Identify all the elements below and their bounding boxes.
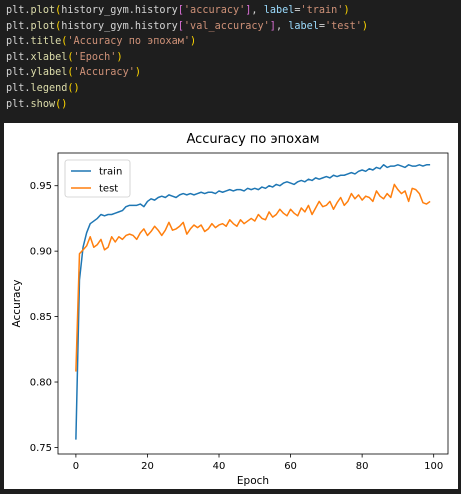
code-token: history bbox=[134, 20, 178, 32]
y-tick-label: 0.95 bbox=[30, 181, 52, 192]
code-token: , bbox=[275, 20, 289, 32]
code-token: history_gym bbox=[61, 20, 129, 32]
x-tick-label: 100 bbox=[424, 461, 443, 472]
code-token: label bbox=[288, 20, 319, 32]
code-line: plt.xlabel('Epoch') bbox=[6, 50, 461, 66]
code-token: 'train' bbox=[300, 5, 344, 16]
code-token: plt bbox=[6, 36, 25, 48]
code-token: 'Accuracy по эпохам' bbox=[67, 36, 191, 48]
code-token: . bbox=[24, 67, 31, 79]
code-token: plot bbox=[30, 5, 56, 16]
code-token: ( bbox=[67, 82, 74, 94]
code-token: history_gym bbox=[61, 5, 129, 16]
code-token: ( bbox=[55, 98, 62, 110]
code-token: . bbox=[24, 82, 31, 94]
code-token: plot bbox=[30, 20, 56, 32]
x-tick-label: 60 bbox=[284, 461, 297, 472]
code-token: . bbox=[24, 5, 31, 16]
code-token: history bbox=[134, 5, 178, 16]
code-line: plt.legend() bbox=[6, 81, 461, 97]
code-token: ( bbox=[55, 20, 62, 32]
code-token: ylabel bbox=[30, 67, 68, 79]
code-token: ( bbox=[67, 51, 74, 63]
code-token: . bbox=[24, 51, 31, 63]
code-token: plt bbox=[6, 82, 25, 94]
plot-frame bbox=[57, 152, 449, 455]
code-token: , bbox=[251, 5, 264, 16]
code-token: xlabel bbox=[30, 51, 68, 63]
x-tick-label: 0 bbox=[73, 461, 79, 472]
code-token: . bbox=[128, 5, 135, 16]
output-area: Accuracy по эпохам 0 20 40 60 80 100 0.75 0.80 0.… bbox=[0, 116, 461, 491]
code-token: ) bbox=[361, 20, 368, 32]
code-token: 'accuracy' bbox=[183, 5, 246, 16]
y-tick-label: 0.75 bbox=[30, 443, 52, 454]
code-token: label bbox=[263, 5, 295, 16]
code-token: . bbox=[24, 98, 31, 110]
code-token: [ bbox=[177, 5, 184, 16]
code-token: ) bbox=[61, 98, 68, 110]
accuracy-line-chart: Accuracy по эпохам 0 20 40 60 80 100 0.75 0.80 0.… bbox=[11, 132, 449, 487]
legend-label-test: test bbox=[99, 184, 118, 195]
x-tick-label: 20 bbox=[141, 461, 154, 472]
code-token: plt bbox=[6, 51, 25, 63]
y-tick-label: 0.80 bbox=[30, 378, 52, 389]
y-tick-label: 0.85 bbox=[30, 312, 52, 323]
code-token: ) bbox=[134, 67, 141, 79]
code-token: 'val_accuracy' bbox=[183, 20, 270, 32]
code-token: plt bbox=[6, 20, 25, 32]
code-token: 'test' bbox=[325, 20, 362, 32]
code-token: ) bbox=[343, 5, 350, 16]
x-axis-label: Epoch bbox=[237, 475, 269, 487]
code-line: plt.show() bbox=[6, 97, 461, 113]
code-token: plt bbox=[6, 67, 25, 79]
code-token: ) bbox=[190, 36, 197, 48]
code-token: ( bbox=[67, 67, 74, 79]
legend-label-train: train bbox=[99, 167, 122, 178]
code-token: 'Accuracy' bbox=[73, 67, 135, 79]
code-line: plt.plot(history_gym.history['val_accura… bbox=[6, 19, 461, 35]
code-token: = bbox=[294, 5, 301, 16]
code-token: ] bbox=[269, 20, 276, 32]
code-cell[interactable]: plt.plot(history_gym.history['accuracy']… bbox=[0, 0, 461, 116]
code-token: show bbox=[30, 98, 56, 110]
matplotlib-figure: Accuracy по эпохам 0 20 40 60 80 100 0.75 0.80 0.… bbox=[4, 123, 458, 489]
code-token: ) bbox=[73, 82, 80, 94]
code-token: [ bbox=[177, 20, 184, 32]
code-token: . bbox=[128, 20, 135, 32]
series-line-test bbox=[75, 183, 431, 372]
code-token: ] bbox=[245, 5, 252, 16]
code-token: ( bbox=[55, 5, 62, 16]
code-token: plt bbox=[6, 5, 25, 16]
y-tick-label: 0.90 bbox=[30, 247, 52, 258]
code-token: 'Epoch' bbox=[73, 51, 117, 63]
code-token: plt bbox=[6, 98, 25, 110]
series-line-train bbox=[75, 164, 431, 440]
code-token: ( bbox=[61, 36, 68, 48]
code-token: . bbox=[24, 20, 31, 32]
x-tick-label: 80 bbox=[356, 461, 369, 472]
code-token: ) bbox=[116, 51, 123, 63]
code-line: plt.plot(history_gym.history['accuracy']… bbox=[6, 3, 461, 19]
chart-title: Accuracy по эпохам bbox=[186, 132, 319, 147]
code-line: plt.ylabel('Accuracy') bbox=[6, 65, 461, 81]
code-token: legend bbox=[30, 82, 68, 94]
x-tick-label: 40 bbox=[213, 461, 226, 472]
code-line: plt.title('Accuracy по эпохам') bbox=[6, 34, 461, 50]
code-token: = bbox=[318, 20, 326, 32]
code-token: . bbox=[24, 36, 31, 48]
code-token: title bbox=[30, 36, 62, 48]
y-axis-label: Accuracy bbox=[11, 280, 23, 328]
